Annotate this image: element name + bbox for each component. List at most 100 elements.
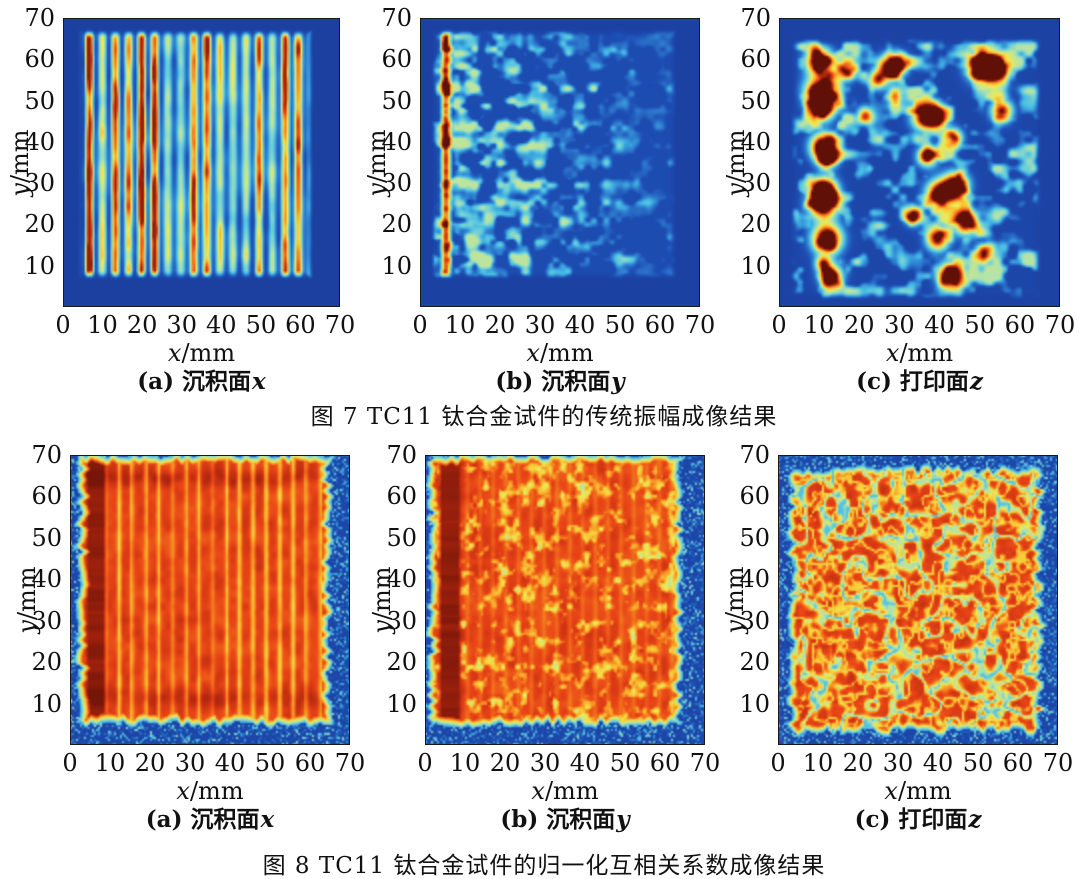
y-tick-label: 70 xyxy=(739,441,770,469)
x-tick-label: 10 xyxy=(803,311,835,339)
x-tick-label: 50 xyxy=(962,749,994,777)
subcaption-text: 沉积面 xyxy=(181,368,251,395)
figure-8-panel-a-ylabel: y/mm xyxy=(13,545,43,655)
subcaption-index: (a) xyxy=(137,368,174,395)
figure-7-panel-b-ylabel: y/mm xyxy=(363,108,393,218)
x-tick-label: 30 xyxy=(524,311,556,339)
subcaption-index: (a) xyxy=(145,806,183,833)
x-tick-label: 60 xyxy=(649,749,681,777)
y-tick-label: 30 xyxy=(739,606,770,635)
x-tick-label: 10 xyxy=(87,311,118,339)
x-tick-label: 30 xyxy=(174,749,206,777)
x-axis-unit: /mm xyxy=(181,339,236,367)
y-tick-label: 60 xyxy=(31,482,62,511)
x-tick-label: 20 xyxy=(484,311,516,339)
x-tick-label: 60 xyxy=(285,311,316,339)
subcaption-text: 沉积面 xyxy=(546,806,616,833)
x-axis-unit: /mm xyxy=(897,777,952,805)
y-axis-unit: /mm xyxy=(722,128,750,183)
figure-8-panel-c-subcaption: (c) 打印面z xyxy=(738,800,1088,834)
x-tick-label: 40 xyxy=(922,749,954,777)
y-tick-label: 60 xyxy=(740,45,771,74)
subcaption-index: (b) xyxy=(495,368,534,395)
y-tick-label: 30 xyxy=(386,606,417,635)
figure-8-panel-c-ylabel: y/mm xyxy=(721,545,751,655)
x-tick-label: 40 xyxy=(924,311,955,339)
figure-7-panel-a-subcaption: (a) 沉积面x xyxy=(23,362,380,396)
y-axis-var: y xyxy=(721,620,749,634)
subcaption-var: y xyxy=(616,806,630,833)
y-tick-label: 40 xyxy=(24,127,55,156)
x-tick-label: 30 xyxy=(882,749,914,777)
y-axis-var: y xyxy=(368,620,396,634)
y-tick-label: 50 xyxy=(24,86,55,115)
x-tick-label: 10 xyxy=(94,749,126,777)
figure-7-panel-c-heatmap xyxy=(779,18,1060,307)
x-axis-var: x xyxy=(167,339,182,367)
figure-8-panel-b-xlabel: x/mm xyxy=(425,777,705,805)
x-tick-label: 70 xyxy=(1042,749,1074,777)
y-tick-label: 10 xyxy=(381,251,412,280)
figure-7-panel-a-frame xyxy=(63,18,340,307)
x-tick-label: 40 xyxy=(206,311,237,339)
y-tick-label: 10 xyxy=(739,689,770,718)
x-tick-label: 60 xyxy=(294,749,326,777)
x-tick-label: 20 xyxy=(489,749,521,777)
figure-8-panel-a-frame xyxy=(70,455,350,745)
x-tick-label: 50 xyxy=(254,749,286,777)
y-axis-unit: /mm xyxy=(368,566,396,621)
figure-7-caption: 图 7 TC11 钛合金试件的传统振幅成像结果 xyxy=(310,404,778,430)
figure-8-panel-b-heatmap xyxy=(425,455,705,745)
y-axis-unit: /mm xyxy=(6,128,34,183)
x-axis-unit: /mm xyxy=(539,339,594,367)
figure-8-panel-b-ylabel: y/mm xyxy=(368,545,398,655)
subcaption-var: x xyxy=(260,806,275,833)
x-tick-label: 0 xyxy=(417,749,433,777)
x-tick-label: 50 xyxy=(604,311,636,339)
y-tick-label: 70 xyxy=(24,4,55,32)
x-tick-label: 50 xyxy=(609,749,641,777)
subcaption-var: z xyxy=(968,806,982,833)
x-tick-label: 10 xyxy=(802,749,834,777)
x-axis-var: x xyxy=(526,339,540,367)
x-tick-label: 0 xyxy=(412,311,428,339)
x-axis-var: x xyxy=(885,339,900,367)
x-tick-label: 0 xyxy=(770,749,786,777)
x-tick-label: 70 xyxy=(324,311,356,339)
x-tick-label: 10 xyxy=(444,311,476,339)
figure-7-panel-b-xlabel: x/mm xyxy=(420,339,700,367)
x-tick-label: 20 xyxy=(134,749,166,777)
x-tick-label: 70 xyxy=(334,749,366,777)
subcaption-text: 沉积面 xyxy=(541,368,611,395)
x-tick-label: 20 xyxy=(842,749,874,777)
x-tick-label: 50 xyxy=(964,311,995,339)
x-axis-unit: /mm xyxy=(899,339,954,367)
subcaption-index: (c) xyxy=(854,806,891,833)
figure-8-panel-c-frame xyxy=(778,455,1058,745)
y-tick-label: 30 xyxy=(31,606,62,635)
x-axis-var: x xyxy=(176,777,190,805)
figure-7-panel-b-heatmap xyxy=(420,18,700,307)
x-tick-label: 50 xyxy=(245,311,277,339)
subcaption-text: 打印面 xyxy=(898,806,968,833)
y-tick-label: 30 xyxy=(24,169,55,198)
y-axis-var: y xyxy=(722,182,750,197)
y-tick-label: 10 xyxy=(386,689,417,718)
y-tick-label: 60 xyxy=(386,482,417,511)
y-tick-label: 20 xyxy=(381,210,412,239)
y-tick-label: 50 xyxy=(386,523,417,552)
subcaption-var: x xyxy=(251,368,266,395)
subcaption-var: z xyxy=(969,368,983,395)
x-tick-label: 60 xyxy=(1004,311,1036,339)
x-tick-label: 30 xyxy=(166,311,197,339)
figure-7-panel-c-subcaption: (c) 打印面z xyxy=(739,362,1088,396)
y-tick-label: 20 xyxy=(31,648,62,677)
x-tick-label: 40 xyxy=(569,749,601,777)
y-tick-label: 20 xyxy=(24,210,55,239)
figure-8-panel-a-subcaption: (a) 沉积面x xyxy=(30,800,390,834)
y-tick-label: 10 xyxy=(31,689,62,718)
y-tick-label: 60 xyxy=(739,482,770,511)
figure-8-panel-b-frame xyxy=(425,455,705,745)
figure-8-caption: 图 8 TC11 钛合金试件的归一化互相关系数成像结果 xyxy=(262,853,826,879)
y-tick-label: 50 xyxy=(740,86,771,115)
